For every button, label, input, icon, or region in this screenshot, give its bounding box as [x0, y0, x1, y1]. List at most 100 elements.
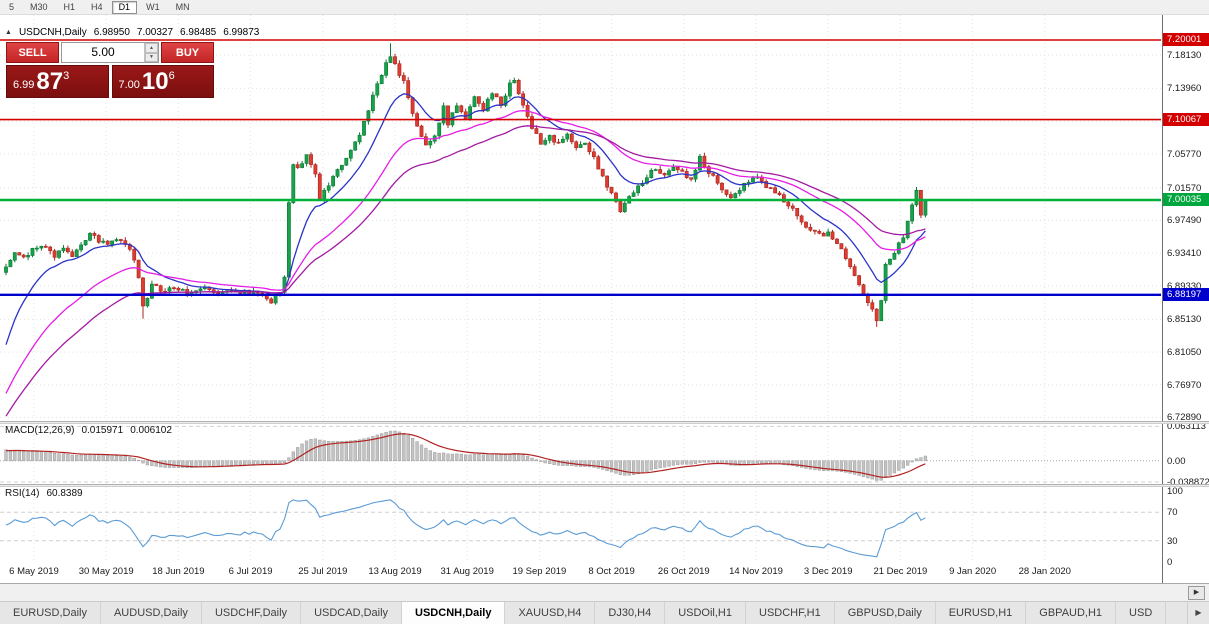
lot-decrease-button[interactable]: ▼ — [145, 52, 158, 62]
macd-name: MACD(12,26,9) — [5, 425, 75, 436]
chart-ohlc-header: ▲ USDCNH,Daily 6.98950 7.00327 6.98485 6… — [5, 27, 259, 38]
date-axis-label: 25 Jul 2019 — [298, 566, 348, 577]
lot-size-value[interactable]: 5.00 — [91, 45, 115, 59]
timeframe-toolbar: 5 M30 H1 H4 D1 W1 MN — [0, 0, 1209, 15]
one-click-trading-panel: SELL 5.00 ▲ ▼ BUY 6.99 87 3 7.00 10 6 — [6, 42, 214, 98]
level-lines-layer — [0, 39, 1161, 296]
macd-axis-label: -0.038872 — [1167, 477, 1209, 489]
macd-main-value: 0.015971 — [81, 425, 124, 436]
chart-canvas[interactable] — [0, 15, 1161, 583]
price-tick-label: 7.13960 — [1167, 83, 1202, 95]
pane-separator[interactable] — [0, 484, 1209, 487]
rsi-axis-label: 100 — [1167, 486, 1183, 497]
price-tick-label: 7.05770 — [1167, 149, 1202, 161]
price-tick-label: 6.81050 — [1167, 347, 1202, 359]
price-tick-label: 7.18130 — [1167, 49, 1202, 61]
chart-tab-bar: EURUSD,Daily AUDUSD,Daily USDCHF,Daily USDC… — [0, 601, 1187, 624]
price-tick-label: 7.01570 — [1167, 182, 1202, 194]
ohlc-close: 6.99873 — [223, 27, 260, 38]
ask-pip-fraction: 6 — [168, 70, 175, 82]
collapse-trade-panel-icon[interactable]: ▲ — [5, 29, 12, 36]
date-axis-label: 3 Dec 2019 — [803, 566, 853, 577]
price-level-badge[interactable]: 7.00035 — [1163, 193, 1209, 207]
chart-tab-usdoil-h1[interactable]: USDOil,H1 — [665, 602, 746, 624]
tab-bar-scroll-icon[interactable]: ▶ — [1187, 601, 1209, 624]
price-tick-label: 6.89330 — [1167, 280, 1202, 292]
chart-tab-usdchf-daily[interactable]: USDCHF,Daily — [201, 602, 302, 624]
date-axis-label: 8 Oct 2019 — [588, 566, 635, 577]
price-tick-label: 6.72890 — [1167, 412, 1202, 424]
date-axis-label: 31 Aug 2019 — [440, 566, 494, 577]
date-axis-label: 9 Jan 2020 — [949, 566, 997, 577]
price-tick-label: 6.76970 — [1167, 379, 1202, 391]
chart-scroll-right-button[interactable]: ▶ — [1188, 586, 1205, 600]
price-tick-label: 6.97490 — [1167, 215, 1202, 227]
timeframe-button-m30[interactable]: M30 — [23, 1, 55, 14]
ask-whole: 7.00 — [118, 79, 140, 91]
chart-tab-gbpaud-h1[interactable]: GBPAUD,H1 — [1026, 602, 1117, 624]
chart-tab-gbpusd-daily[interactable]: GBPUSD,Daily — [834, 602, 936, 624]
rsi-name: RSI(14) — [5, 488, 40, 499]
rsi-axis-label: 0 — [1167, 557, 1173, 568]
chart-tab-xauusd-h4[interactable]: XAUUSD,H4 — [505, 602, 596, 624]
chart-tab-usdchf-h1[interactable]: USDCHF,H1 — [746, 602, 835, 624]
chart-area: 7.181307.139607.097907.057707.015706.974… — [0, 15, 1209, 583]
date-axis-label: 6 May 2019 — [9, 566, 59, 577]
timeframe-button-5[interactable]: 5 — [2, 1, 21, 14]
macd-axis-label: 0.063113 — [1167, 421, 1206, 433]
buy-button[interactable]: BUY — [161, 42, 214, 63]
rsi-axis-label: 70 — [1167, 507, 1178, 519]
rsi-value: 60.8389 — [46, 488, 83, 499]
date-axis-label: 26 Oct 2019 — [657, 566, 710, 577]
date-axis-label: 19 Sep 2019 — [512, 566, 567, 577]
macd-layer — [0, 425, 1161, 483]
ask-price-display[interactable]: 7.00 10 6 — [111, 65, 214, 98]
lot-increase-button[interactable]: ▲ — [145, 43, 158, 53]
ohlc-open: 6.98950 — [93, 27, 130, 38]
chart-tab-eurusd-h1[interactable]: EURUSD,H1 — [935, 602, 1027, 624]
price-level-badge[interactable]: 7.20001 — [1163, 33, 1209, 47]
chart-symbol-period: USDCNH,Daily — [18, 27, 87, 38]
date-axis-label: 28 Jan 2020 — [1018, 566, 1071, 577]
ohlc-high: 7.00327 — [136, 27, 174, 38]
lot-spinner: ▲ ▼ — [144, 43, 158, 62]
timeframe-button-h1[interactable]: H1 — [57, 1, 83, 14]
lot-size-field[interactable]: 5.00 ▲ ▼ — [61, 42, 159, 63]
ask-pips: 10 — [141, 68, 169, 95]
date-axis-label: 18 Jun 2019 — [152, 566, 205, 577]
chart-tab-dj30-h4[interactable]: DJ30,H4 — [595, 602, 666, 624]
macd-signal-value: 0.006102 — [130, 425, 172, 436]
grid-layer — [0, 15, 1161, 562]
price-axis: 7.181307.139607.097907.057707.015706.974… — [1162, 15, 1209, 583]
date-axis-label: 30 May 2019 — [78, 566, 134, 577]
chart-tab-usd[interactable]: USD — [1116, 602, 1167, 624]
bid-whole: 6.99 — [13, 79, 35, 91]
timeframe-button-w1[interactable]: W1 — [139, 1, 167, 14]
date-axis-label: 6 Jul 2019 — [228, 566, 273, 577]
date-axis-label: 13 Aug 2019 — [368, 566, 422, 577]
chart-tab-usdcad-daily[interactable]: USDCAD,Daily — [301, 602, 403, 624]
timeframe-button-mn[interactable]: MN — [169, 1, 197, 14]
price-tick-label: 6.85130 — [1167, 314, 1202, 326]
price-level-badge[interactable]: 7.10067 — [1163, 113, 1209, 127]
date-axis-label: 14 Nov 2019 — [729, 566, 783, 577]
chart-tab-audusd-daily[interactable]: AUDUSD,Daily — [100, 602, 202, 624]
macd-header: MACD(12,26,9) 0.015971 0.006102 — [5, 425, 179, 436]
rsi-axis-label: 30 — [1167, 535, 1178, 547]
ma-lines-layer — [5, 93, 926, 417]
price-level-badge[interactable]: 6.88197 — [1163, 288, 1209, 302]
sell-button[interactable]: SELL — [6, 42, 59, 63]
chart-tab-eurusd-daily[interactable]: EURUSD,Daily — [0, 602, 101, 624]
bid-pip-fraction: 3 — [63, 70, 70, 82]
pane-separator[interactable] — [0, 421, 1209, 424]
price-tick-label: 6.93410 — [1167, 248, 1202, 260]
timeframe-button-d1[interactable]: D1 — [111, 0, 138, 14]
date-axis-label: 21 Dec 2019 — [873, 566, 928, 577]
chart-tab-usdcnh-daily[interactable]: USDCNH,Daily — [402, 602, 506, 624]
timeframe-button-h4[interactable]: H4 — [84, 1, 110, 14]
bottom-strip: ▶ — [0, 583, 1209, 601]
rsi-header: RSI(14) 60.8389 — [5, 488, 90, 499]
bid-price-display[interactable]: 6.99 87 3 — [6, 65, 109, 98]
rsi-layer — [0, 499, 1161, 558]
macd-axis-label: 0.00 — [1167, 455, 1186, 467]
